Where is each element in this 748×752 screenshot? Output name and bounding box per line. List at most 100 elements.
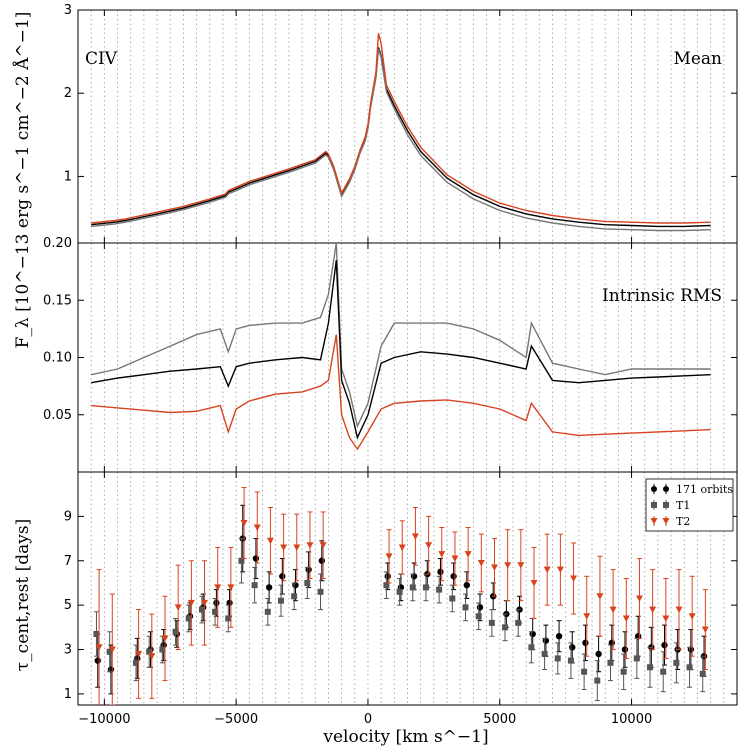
legend-marker [663,502,669,508]
data-point [462,604,469,611]
data-point [212,608,219,615]
y-axis-label-flux: F_λ [10^−13 erg s^−1 cm^−2 Å^−1] [12,12,33,349]
data-point [185,615,192,622]
legend-marker [651,486,657,492]
data-point [411,533,419,540]
data-point [383,582,390,589]
data-point [187,599,195,607]
legend-marker [663,486,669,492]
data-point [541,650,548,657]
data-point [132,659,139,666]
data-point [106,648,113,655]
data-point [93,630,100,637]
data-point [569,644,576,651]
y-tick-label: 2 [64,86,72,101]
data-point [607,659,614,666]
data-point [277,597,284,604]
legend-marker [662,518,670,525]
data-point [172,628,179,635]
data-point [464,551,472,558]
data-point [688,613,696,620]
data-point [225,615,232,622]
data-point [517,562,525,569]
data-point [556,566,564,574]
data-point [252,555,260,562]
data-point [385,553,393,560]
data-point [95,644,103,651]
data-point [253,524,261,531]
data-point [504,562,512,569]
series-line-1 [91,260,711,440]
data-point [437,568,444,576]
data-point [502,624,509,631]
panel-mean-spectrum: 1 2 3 [64,3,738,244]
series-line-1 [91,48,711,232]
data-point [240,520,248,527]
y-tick-label: 0.20 [43,236,72,251]
data-point [146,648,153,655]
data-point [594,677,601,684]
data-point [436,586,443,593]
data-point [251,582,258,589]
data-point [595,650,602,658]
data-point [425,542,433,549]
data-point [649,606,657,614]
y-tick-label: 3 [64,3,72,18]
data-point [398,544,406,551]
y-tick-label: 3 [64,643,72,658]
data-point [293,544,301,551]
data-point [515,619,522,626]
data-point [396,588,403,595]
data-point [450,573,457,580]
data-point [449,595,456,602]
data-point [159,646,166,653]
data-point [660,668,667,675]
data-point [135,650,143,658]
data-point [438,551,446,558]
x-tick-label: −10000 [78,712,130,727]
data-point [475,613,482,620]
y-axis-label-lag: τ_cent,rest [days] [13,519,33,671]
data-point [554,655,561,662]
data-point [699,670,706,677]
x-tick-label: −5000 [214,712,258,727]
panel-intrinsic-rms: 0.05 0.10 0.15 0.20 [43,236,738,473]
data-point [265,584,273,591]
series-line-0 [91,47,711,228]
data-point [148,653,156,660]
panel-lag: 1 3 5 7 9 −10000 −5000 0 5000 10000 171 orbits T1 T2 [64,471,738,727]
data-point [581,668,588,675]
data-point [201,599,209,607]
data-point [488,619,495,626]
data-point [451,555,459,563]
data-point [94,657,101,664]
data-point [280,544,288,551]
data-point [555,633,563,640]
data-point [161,635,169,642]
data-point [476,604,484,611]
legend-box [645,478,734,532]
data-point [633,655,640,662]
legend-label: 171 orbits [676,483,733,496]
data-point [384,573,391,580]
data-point [635,595,643,602]
axes-frame [77,471,738,706]
data-point [675,606,683,614]
data-point [620,668,627,675]
data-point [609,606,617,614]
data-point [463,581,471,589]
plot-area [93,487,709,705]
plot-area [91,243,711,451]
x-tick-label: 5000 [483,712,516,727]
data-point [409,584,416,591]
data-point [214,584,222,591]
annotation-intrinsic-rms: Intrinsic RMS [602,286,722,306]
data-point [198,606,205,613]
data-point [422,584,429,591]
data-point [647,664,654,671]
data-point [266,537,274,545]
legend-label: T2 [676,515,690,528]
x-axis-label: velocity [km s^−1] [322,727,488,747]
data-point [528,644,535,651]
